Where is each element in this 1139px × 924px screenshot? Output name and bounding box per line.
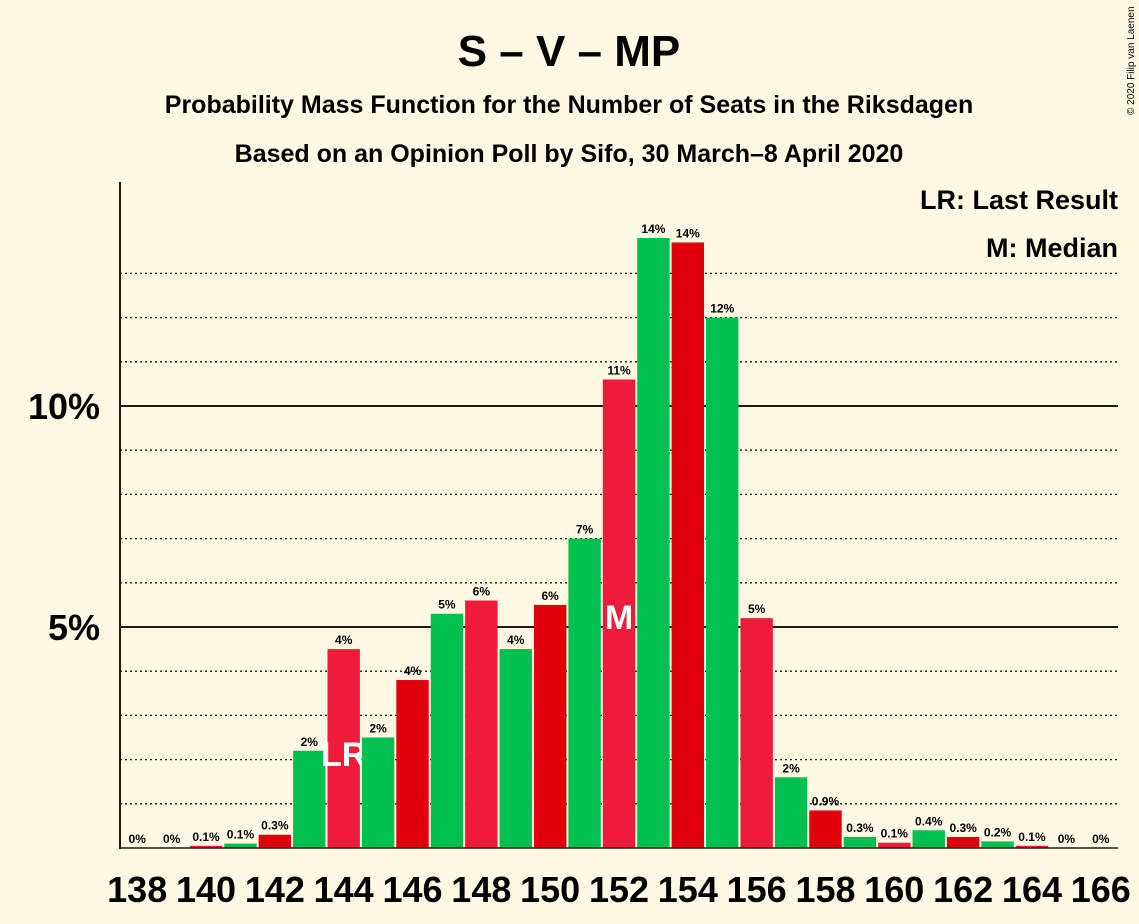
bar-data-label: 5%	[438, 598, 456, 612]
bar-data-label: 0.1%	[1018, 830, 1046, 844]
bar-seat-154	[671, 242, 705, 848]
chart-subtitle-1: Probability Mass Function for the Number…	[165, 91, 973, 119]
bar-data-label: 2%	[782, 761, 800, 775]
median-marker: M	[605, 599, 633, 637]
bar-data-label: 0.1%	[192, 830, 220, 844]
bar-data-label: 6%	[473, 584, 491, 598]
x-tick-label: 156	[727, 869, 787, 910]
x-tick-label: 142	[245, 869, 305, 910]
bar-data-label: 0%	[1092, 832, 1110, 846]
bar-seat-142	[258, 834, 292, 848]
x-tick-label: 144	[314, 869, 374, 910]
bar-data-label: 0.1%	[881, 827, 909, 841]
bar-data-label: 11%	[607, 363, 631, 377]
bar-data-label: 5%	[748, 602, 766, 616]
legend-median: M: Median	[986, 233, 1118, 263]
x-axis-ticks: 138 140 142 144 146 148 150 152 154 156 158 160 162 1…	[107, 869, 1131, 910]
x-tick-label: 162	[933, 869, 993, 910]
x-tick-label: 138	[107, 869, 167, 910]
bar-seat-161	[912, 830, 945, 848]
bar-data-label: 14%	[641, 222, 665, 236]
bar-data-label: 0.4%	[915, 814, 943, 828]
bar-seat-162	[946, 836, 980, 848]
bar-seat-146	[396, 680, 429, 848]
x-tick-label: 164	[1002, 869, 1062, 910]
bar-seat-159	[843, 836, 877, 848]
bar-seat-153	[637, 238, 670, 849]
bar-data-label: 0.1%	[227, 828, 255, 842]
x-tick-label: 152	[589, 869, 649, 910]
last-result-marker: LR	[321, 736, 366, 774]
chart-subtitle-2: Based on an Opinion Poll by Sifo, 30 Mar…	[235, 140, 904, 168]
bar-data-label: 0%	[1058, 832, 1076, 846]
bar-seat-156	[740, 618, 773, 848]
bar-seat-164	[1015, 845, 1049, 848]
bar-seat-158	[809, 810, 842, 848]
bar-data-label: 6%	[542, 589, 560, 603]
bar-seat-155	[706, 317, 739, 849]
bar-data-label: 2%	[301, 735, 319, 749]
bar-data-label: 4%	[507, 633, 525, 647]
x-tick-label: 150	[520, 869, 580, 910]
bar-data-label: 4%	[335, 633, 353, 647]
x-tick-label: 146	[382, 869, 442, 910]
bar-data-label: 0.3%	[261, 819, 289, 833]
bar-seat-147	[430, 613, 464, 848]
chart-title: S – V – MP	[458, 27, 681, 76]
y-tick-label: 5%	[48, 607, 100, 648]
bar-seat-145	[361, 737, 395, 848]
bar-seat-148	[465, 600, 498, 848]
bar-data-label: 0.9%	[812, 794, 840, 808]
bar-seat-150	[533, 604, 567, 848]
x-tick-label: 158	[795, 869, 855, 910]
bar-seat-144	[327, 649, 360, 848]
bar-seat-152	[602, 379, 636, 848]
y-axis-ticks: 5% 10%	[28, 386, 100, 648]
bar-seat-143	[293, 750, 326, 848]
bar-seat-141	[224, 843, 257, 848]
x-tick-label: 154	[658, 869, 718, 910]
bar-seat-140	[189, 845, 223, 848]
bars: 0% 0% 0.1% 0.1%0.3%2%4%LR2%4%5%6%4%6%7%11%M…	[129, 222, 1110, 849]
x-tick-label: 166	[1071, 869, 1131, 910]
x-tick-label: 140	[176, 869, 236, 910]
bar-data-label: 0.3%	[846, 821, 874, 835]
bar-data-label: 7%	[576, 523, 594, 537]
legend-last-result: LR: Last Result	[920, 185, 1118, 215]
bar-data-label: 0.3%	[949, 821, 977, 835]
x-tick-label: 160	[864, 869, 924, 910]
bar-data-label: 0%	[163, 832, 181, 846]
bar-data-label: 2%	[369, 722, 387, 736]
bar-data-label: 12%	[710, 302, 734, 316]
bar-data-label: 0.2%	[984, 825, 1012, 839]
bar-seat-157	[774, 777, 808, 848]
x-tick-label: 148	[451, 869, 511, 910]
bar-seat-151	[568, 538, 601, 848]
bar-seat-163	[981, 841, 1014, 848]
bar-data-label: 0%	[129, 832, 147, 846]
bar-seat-149	[499, 649, 532, 848]
bar-data-label: 14%	[676, 226, 700, 240]
y-tick-label: 10%	[28, 386, 100, 427]
bar-data-label: 4%	[404, 664, 422, 678]
bar-seat-160	[878, 842, 911, 848]
copyright-credit: © 2020 Filip van Laenen	[1126, 6, 1137, 115]
